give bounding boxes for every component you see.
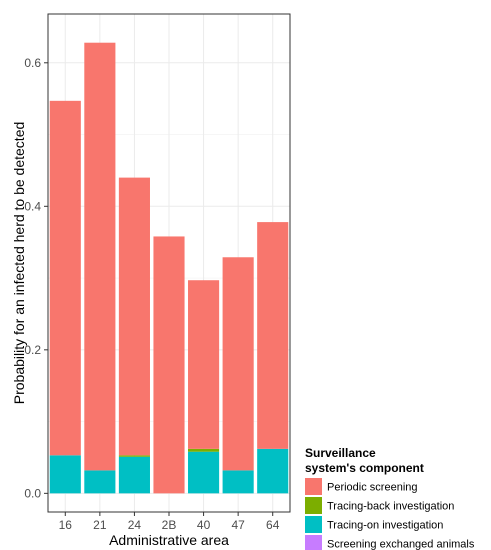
y-tick-label: 0.2 <box>24 343 41 357</box>
bar-segment-24-tracing-on-investigation <box>118 456 150 494</box>
x-tick-label: 21 <box>93 518 107 532</box>
legend-label: Screening exchanged animals <box>327 539 475 550</box>
x-tick-label: 47 <box>231 518 245 532</box>
y-tick-label: 0.4 <box>24 199 41 213</box>
bar-segment-47-tracing-on-investigation <box>222 470 254 494</box>
bar-segment-2B-periodic-screening <box>153 236 185 494</box>
legend-swatch <box>305 497 322 514</box>
bar-segment-47-periodic-screening <box>222 257 254 471</box>
y-tick-label: 0.0 <box>24 486 41 500</box>
x-axis-ticks: 16 21 24 2B 40 47 64 <box>59 512 280 532</box>
bar-segment-16-tracing-on-investigation <box>49 455 81 494</box>
x-tick-label: 40 <box>197 518 211 532</box>
legend: Surveillance system's component Periodic… <box>305 446 475 550</box>
legend-title-line-2: system's component <box>305 461 424 475</box>
bar-segment-40-periodic-screening <box>188 280 220 449</box>
bar-segment-16-periodic-screening <box>49 100 81 456</box>
bar-segment-40-tracing-on-investigation <box>188 451 220 494</box>
legend-label: Periodic screening <box>327 482 418 494</box>
x-tick-label: 24 <box>128 518 142 532</box>
bar-segment-24-periodic-screening <box>118 177 150 456</box>
bar-segment-21-tracing-on-investigation <box>84 470 116 494</box>
legend-entries: Periodic screening Tracing-back investiga… <box>305 478 475 550</box>
bar-segment-64-periodic-screening <box>257 222 289 449</box>
legend-swatch <box>305 478 322 495</box>
bar-segment-21-periodic-screening <box>84 42 116 471</box>
legend-title-line-1: Surveillance <box>305 446 376 460</box>
y-axis-title: Probability for an infected herd to be d… <box>11 122 27 405</box>
bar-segment-64-tracing-on-investigation <box>257 448 289 494</box>
legend-swatch <box>305 535 322 550</box>
x-axis-title: Administrative area <box>109 532 229 548</box>
y-tick-label: 0.6 <box>24 56 41 70</box>
bar-segment-40-tracing-back-investigation <box>188 448 220 452</box>
bar-segment-24-tracing-back-investigation <box>118 455 150 457</box>
y-axis-ticks: 0.0 0.2 0.4 0.6 <box>24 56 48 500</box>
bars <box>49 42 289 494</box>
legend-label: Tracing-on investigation <box>327 520 443 532</box>
x-tick-label: 2B <box>162 518 177 532</box>
x-tick-label: 64 <box>266 518 280 532</box>
legend-label: Tracing-back investigation <box>327 501 454 513</box>
legend-swatch <box>305 516 322 533</box>
x-tick-label: 16 <box>59 518 73 532</box>
